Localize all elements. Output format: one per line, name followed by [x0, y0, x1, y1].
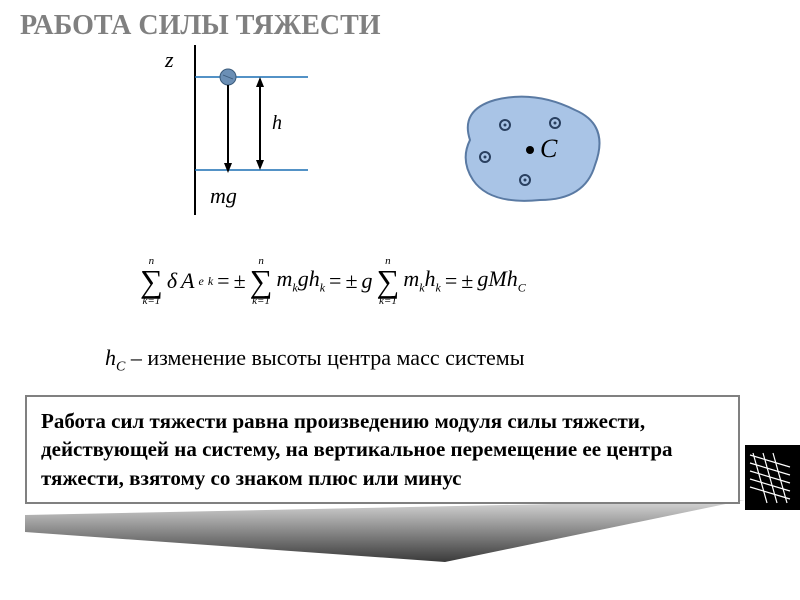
wedge-decoration — [25, 500, 745, 570]
hc-explanation: hC – изменение высоты центра масс систем… — [105, 345, 524, 375]
mg-label: mg — [210, 183, 237, 208]
slide-title: РАБОТА СИЛЫ ТЯЖЕСТИ — [20, 10, 381, 42]
sigma-1: n ∑ k=1 — [140, 255, 163, 307]
sigma-3: n ∑ k=1 — [377, 255, 400, 307]
sigma-2: n ∑ k=1 — [250, 255, 273, 307]
h-label: h — [272, 112, 282, 134]
gravity-diagram: z h mg — [130, 45, 310, 225]
thumbnail-icon — [745, 445, 800, 510]
z-label: z — [164, 47, 174, 72]
work-formula: n ∑ k=1 δAek = ± n ∑ k=1 mkghk = ± g n ∑… — [140, 255, 526, 307]
mass-system-blob: C — [445, 85, 615, 215]
statement-box: Работа сил тяжести равна произведению мо… — [25, 395, 740, 504]
center-label: C — [540, 134, 558, 163]
